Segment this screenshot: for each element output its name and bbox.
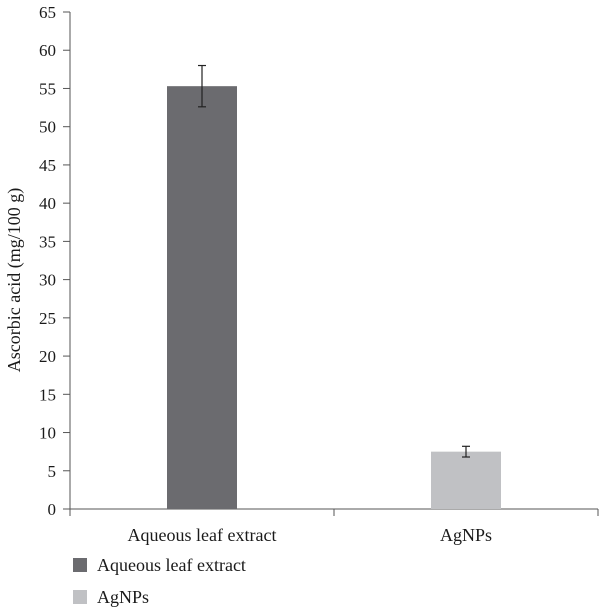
y-tick-label: 50 xyxy=(39,118,56,137)
bar-agnps xyxy=(431,451,501,509)
y-tick-label: 35 xyxy=(39,232,56,251)
y-tick-label: 10 xyxy=(39,424,56,443)
legend-label: AgNPs xyxy=(97,587,149,607)
y-tick-label: 20 xyxy=(39,347,56,366)
y-tick-label: 60 xyxy=(39,41,56,60)
plot-area: 0 5 10 15 20 25 30 35 40 45 50 55 60 65 Aqueous leaf e… xyxy=(39,3,599,545)
x-category-label: AgNPs xyxy=(440,525,492,545)
y-axis-title: Ascorbic acid (mg/100 g) xyxy=(4,188,25,372)
y-tick-label: 25 xyxy=(39,309,56,328)
y-tick-label: 40 xyxy=(39,194,56,213)
y-tick-label: 65 xyxy=(39,3,56,22)
legend-swatch xyxy=(73,590,87,604)
y-tick-label: 5 xyxy=(48,462,57,481)
y-tick-label: 15 xyxy=(39,385,56,404)
y-tick-label: 30 xyxy=(39,271,56,290)
y-tick-label: 45 xyxy=(39,156,56,175)
bar-aqueous-leaf-extract xyxy=(167,86,237,509)
legend-label: Aqueous leaf extract xyxy=(97,555,246,575)
y-tick-label: 55 xyxy=(39,79,56,98)
legend-swatch xyxy=(73,558,87,572)
y-tick-label: 0 xyxy=(48,500,57,519)
x-category-label: Aqueous leaf extract xyxy=(128,525,277,545)
legend: Aqueous leaf extract AgNPs xyxy=(73,555,246,607)
